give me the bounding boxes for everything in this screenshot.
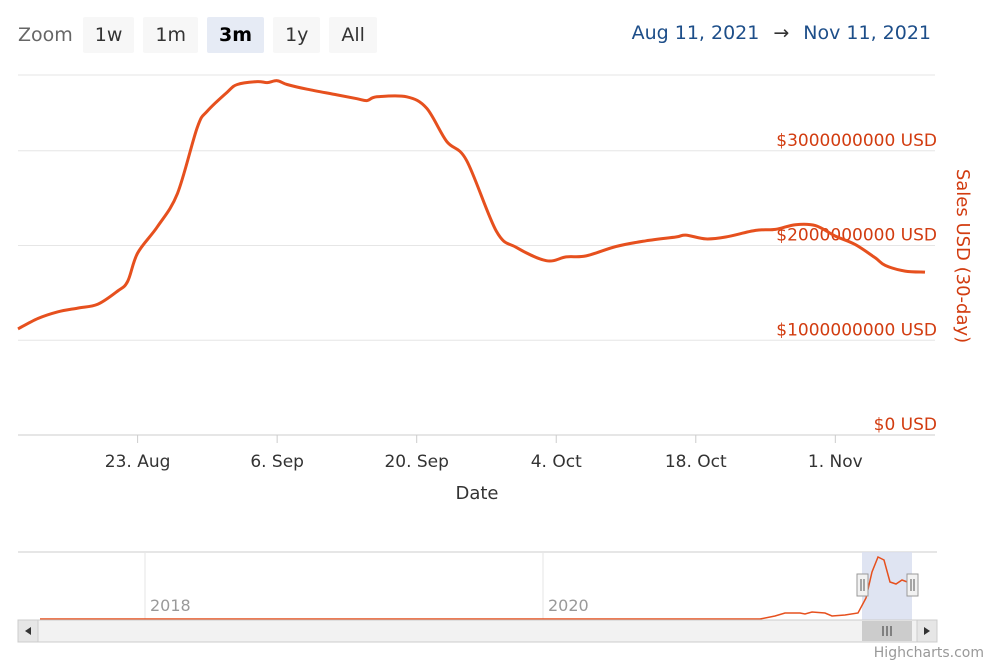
chevron-right-icon xyxy=(924,627,930,635)
data-point[interactable] xyxy=(201,105,213,117)
data-point[interactable] xyxy=(122,276,134,288)
data-point[interactable] xyxy=(421,102,433,114)
data-point[interactable] xyxy=(281,79,293,91)
data-point[interactable] xyxy=(12,323,24,335)
data-point[interactable] xyxy=(849,239,861,251)
x-tick-label: 6. Sep xyxy=(250,452,304,472)
data-point[interactable] xyxy=(72,302,84,314)
navigator-series-line xyxy=(40,555,911,620)
data-point[interactable] xyxy=(401,91,413,103)
data-point[interactable] xyxy=(92,298,104,310)
x-tick-label: 23. Aug xyxy=(105,452,171,472)
data-point[interactable] xyxy=(680,229,692,241)
data-point[interactable] xyxy=(610,241,622,253)
data-point[interactable] xyxy=(231,79,243,91)
zoom-3m-button[interactable]: 3m xyxy=(207,17,265,53)
data-point[interactable] xyxy=(461,154,473,166)
x-tick-label: 18. Oct xyxy=(665,452,727,472)
navigator-tick-label: 2018 xyxy=(150,596,191,615)
navigator-left-handle[interactable] xyxy=(856,573,869,597)
chevron-left-icon xyxy=(25,627,31,635)
range-to-date[interactable]: Nov 11, 2021 xyxy=(803,22,931,44)
date-range-display: Aug 11, 2021 → Nov 11, 2021 xyxy=(632,22,931,44)
data-point[interactable] xyxy=(152,221,164,233)
navigator-tick-label: 2020 xyxy=(548,596,589,615)
data-point[interactable] xyxy=(540,255,552,267)
navigator[interactable]: 2018 2020 xyxy=(18,551,937,620)
navigator-right-handle[interactable] xyxy=(906,573,919,597)
x-tick-label: 20. Sep xyxy=(384,452,448,472)
scrollbar-track[interactable] xyxy=(17,619,938,643)
data-point[interactable] xyxy=(879,259,891,271)
x-axis: 23. Aug 6. Sep 20. Sep 4. Oct 18. Oct 1. Nov xyxy=(18,434,935,472)
data-point[interactable] xyxy=(172,187,184,199)
series-layer xyxy=(12,77,931,335)
zoom-toolbar: Zoom 1w 1m 3m 1y All xyxy=(18,17,386,53)
range-arrow-icon: → xyxy=(773,22,790,44)
y-axis-tick-labels: $0 USD $1000000000 USD $2000000000 USD $300… xyxy=(776,131,937,435)
y-tick-label: $3000000000 USD xyxy=(776,131,937,151)
data-point[interactable] xyxy=(32,313,44,325)
data-point[interactable] xyxy=(770,223,782,235)
grid-layer xyxy=(18,74,935,341)
data-point[interactable] xyxy=(790,219,802,231)
data-point[interactable] xyxy=(301,83,313,95)
data-point[interactable] xyxy=(112,285,124,297)
data-point[interactable] xyxy=(441,135,453,147)
data-point[interactable] xyxy=(809,220,821,232)
highcharts-credits-link[interactable]: Highcharts.com xyxy=(873,645,984,661)
data-point[interactable] xyxy=(829,230,841,242)
x-tick-label: 4. Oct xyxy=(531,452,582,472)
y-axis-title: Sales USD (30-day) xyxy=(952,169,973,343)
zoom-label: Zoom xyxy=(18,24,73,46)
data-point[interactable] xyxy=(670,231,682,243)
data-point[interactable] xyxy=(221,86,233,98)
y-tick-label: $1000000000 USD xyxy=(776,320,937,340)
navigator-selected-range[interactable] xyxy=(862,552,912,620)
zoom-all-button[interactable]: All xyxy=(329,17,377,53)
data-point[interactable] xyxy=(132,247,144,259)
zoom-1y-button[interactable]: 1y xyxy=(273,17,321,53)
data-point[interactable] xyxy=(869,252,881,264)
data-point[interactable] xyxy=(351,93,363,105)
data-point[interactable] xyxy=(750,224,762,236)
data-point[interactable] xyxy=(919,266,931,278)
x-tick-label: 1. Nov xyxy=(808,452,863,472)
data-point[interactable] xyxy=(371,91,383,103)
data-point[interactable] xyxy=(720,231,732,243)
y-tick-label: $0 USD xyxy=(874,415,937,435)
zoom-1w-button[interactable]: 1w xyxy=(82,17,135,53)
data-point[interactable] xyxy=(191,121,203,133)
sales-series-line xyxy=(17,79,926,331)
data-point[interactable] xyxy=(490,225,502,237)
data-point[interactable] xyxy=(580,250,592,262)
data-point[interactable] xyxy=(261,77,273,89)
data-point[interactable] xyxy=(899,265,911,277)
data-point[interactable] xyxy=(700,233,712,245)
y-tick-label: $2000000000 USD xyxy=(776,226,937,246)
zoom-1m-button[interactable]: 1m xyxy=(143,17,199,53)
scrollbar[interactable] xyxy=(17,619,938,643)
data-point[interactable] xyxy=(52,306,64,318)
data-point[interactable] xyxy=(510,241,522,253)
data-point[interactable] xyxy=(560,251,572,263)
x-axis-title: Date xyxy=(455,483,498,504)
data-point[interactable] xyxy=(331,89,343,101)
range-from-date[interactable]: Aug 11, 2021 xyxy=(631,22,760,44)
data-point[interactable] xyxy=(640,235,652,247)
